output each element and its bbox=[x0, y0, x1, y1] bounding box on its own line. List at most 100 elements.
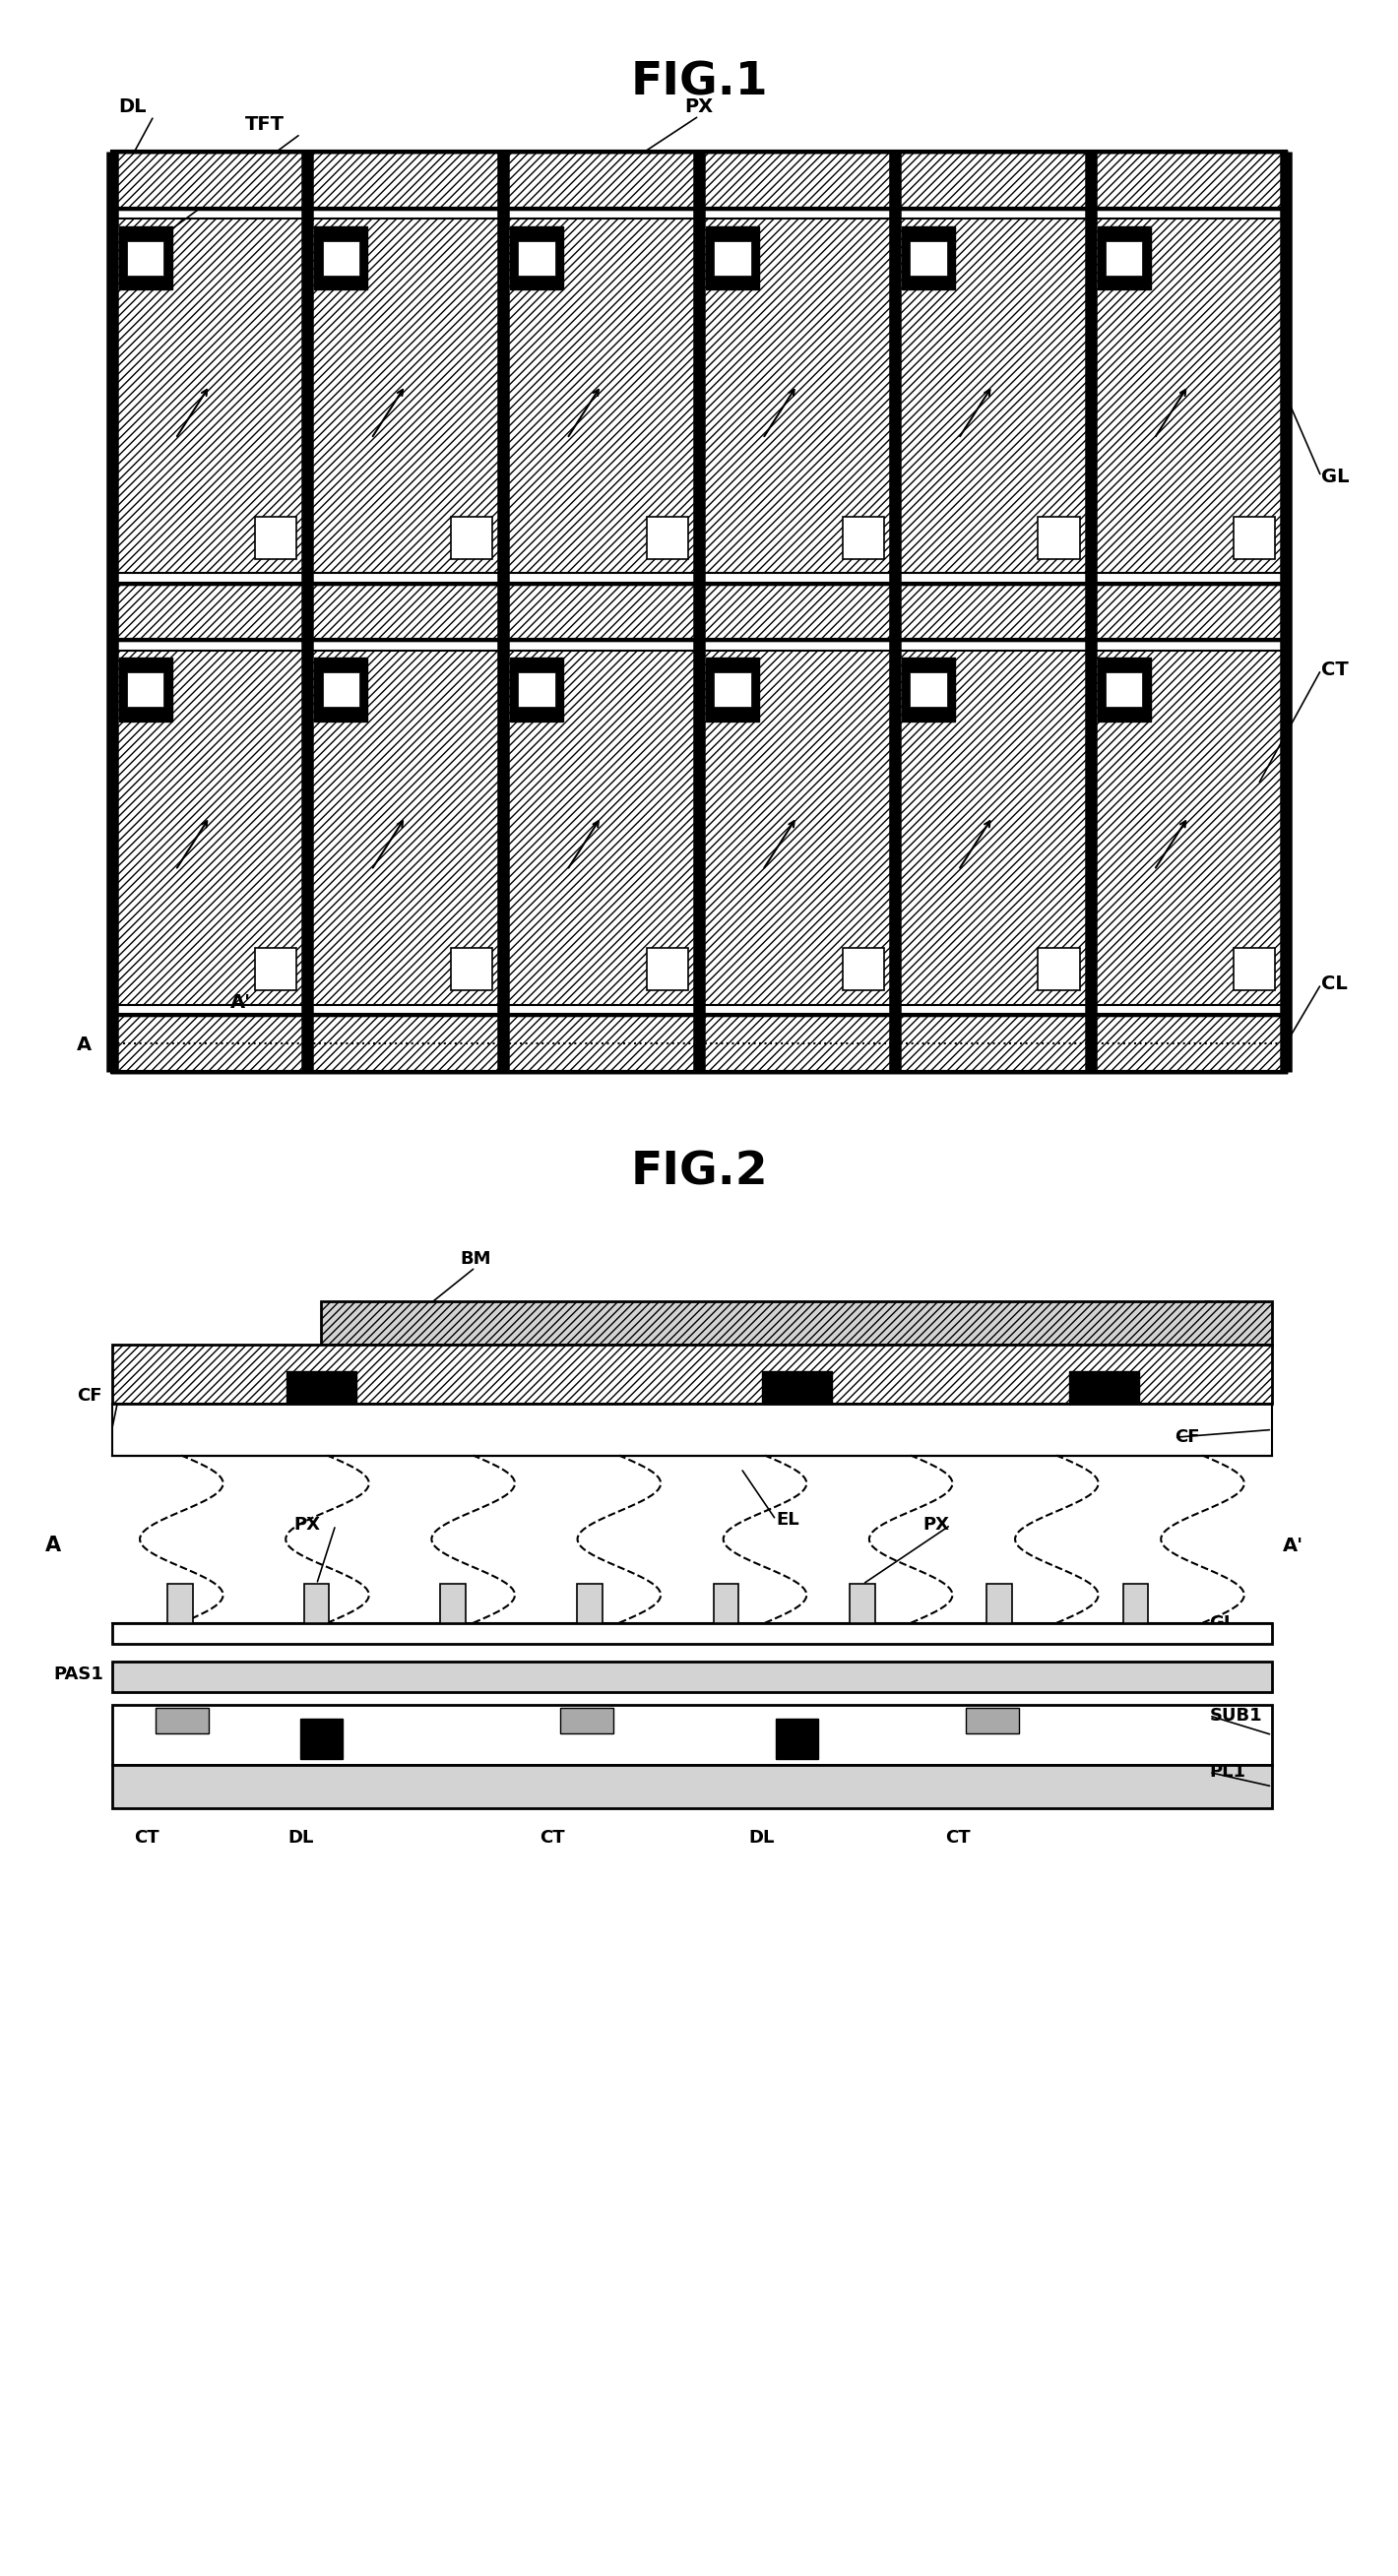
Bar bbox=[714, 672, 751, 706]
Bar bbox=[702, 652, 892, 1005]
Bar bbox=[510, 227, 563, 289]
Bar bbox=[561, 1708, 614, 1734]
Bar bbox=[127, 672, 164, 706]
Bar bbox=[1069, 1370, 1139, 1404]
Text: PX: PX bbox=[923, 1517, 949, 1533]
Bar bbox=[112, 1623, 1272, 1643]
Text: CT: CT bbox=[945, 1829, 970, 1847]
Text: FIG.1: FIG.1 bbox=[630, 59, 768, 106]
Bar bbox=[301, 1718, 343, 1759]
Bar bbox=[506, 652, 696, 1005]
Bar bbox=[902, 227, 955, 289]
Bar bbox=[256, 518, 296, 559]
Bar bbox=[287, 1370, 356, 1404]
Bar bbox=[843, 518, 884, 559]
Text: A: A bbox=[45, 1535, 62, 1556]
Bar bbox=[898, 652, 1088, 1005]
Bar bbox=[323, 672, 359, 706]
Bar bbox=[714, 240, 751, 276]
Bar bbox=[519, 240, 555, 276]
Bar bbox=[506, 219, 696, 574]
Text: A': A' bbox=[1283, 1535, 1303, 1556]
Text: EL: EL bbox=[776, 1512, 800, 1528]
Bar bbox=[1123, 1584, 1148, 1623]
Bar bbox=[850, 1584, 875, 1623]
Bar bbox=[112, 1705, 1272, 1765]
Bar bbox=[440, 1584, 466, 1623]
Bar bbox=[112, 152, 1286, 209]
Text: SUB2: SUB2 bbox=[1209, 1347, 1262, 1363]
Bar bbox=[506, 219, 696, 574]
Bar bbox=[843, 948, 884, 992]
Text: PL1: PL1 bbox=[1209, 1765, 1246, 1780]
Text: PX: PX bbox=[685, 98, 713, 116]
Bar bbox=[647, 948, 688, 992]
Text: CT: CT bbox=[1321, 659, 1349, 680]
Text: GI: GI bbox=[1209, 1615, 1230, 1631]
Text: BM: BM bbox=[460, 1249, 491, 1267]
Bar bbox=[702, 219, 892, 574]
Bar bbox=[323, 240, 359, 276]
Bar bbox=[115, 652, 305, 1005]
Bar bbox=[1106, 240, 1142, 276]
Text: DL: DL bbox=[749, 1829, 774, 1847]
Bar bbox=[112, 1345, 1272, 1404]
Bar bbox=[112, 1015, 1286, 1072]
Text: PAS1: PAS1 bbox=[53, 1667, 103, 1682]
Bar bbox=[310, 219, 500, 574]
Bar bbox=[966, 1708, 1019, 1734]
Bar bbox=[702, 219, 892, 574]
Bar bbox=[987, 1584, 1012, 1623]
Bar bbox=[315, 657, 368, 721]
Text: SUB1: SUB1 bbox=[1209, 1708, 1262, 1723]
Bar bbox=[1234, 518, 1275, 559]
Bar bbox=[112, 585, 1286, 641]
Text: CL: CL bbox=[1321, 974, 1348, 994]
Bar bbox=[1093, 219, 1283, 574]
Bar bbox=[902, 657, 955, 721]
Bar bbox=[1093, 652, 1283, 1005]
Bar bbox=[112, 1404, 1272, 1455]
Text: TFT: TFT bbox=[245, 116, 284, 134]
Bar bbox=[706, 657, 759, 721]
Text: A': A' bbox=[231, 994, 252, 1012]
Bar bbox=[510, 657, 563, 721]
Bar bbox=[577, 1584, 603, 1623]
Bar bbox=[519, 672, 555, 706]
Bar bbox=[315, 227, 368, 289]
Bar bbox=[776, 1718, 818, 1759]
Bar bbox=[112, 1345, 1272, 1404]
Bar bbox=[647, 518, 688, 559]
Text: GL: GL bbox=[1321, 466, 1349, 487]
Text: CF: CF bbox=[77, 1388, 102, 1404]
Bar bbox=[898, 652, 1088, 1005]
Bar bbox=[256, 948, 296, 992]
Bar bbox=[112, 585, 1286, 641]
Text: DL: DL bbox=[288, 1829, 313, 1847]
Bar bbox=[452, 948, 492, 992]
Bar bbox=[1093, 652, 1283, 1005]
Text: DL: DL bbox=[119, 98, 147, 116]
Bar bbox=[1097, 227, 1151, 289]
Bar bbox=[1097, 657, 1151, 721]
Bar bbox=[119, 227, 172, 289]
Text: CT: CT bbox=[134, 1829, 159, 1847]
Bar bbox=[115, 652, 305, 1005]
Bar bbox=[112, 1765, 1272, 1808]
Bar bbox=[762, 1370, 832, 1404]
Bar bbox=[310, 219, 500, 574]
Bar bbox=[127, 240, 164, 276]
Bar bbox=[1039, 518, 1079, 559]
Bar bbox=[115, 219, 305, 574]
Bar bbox=[706, 227, 759, 289]
Bar bbox=[910, 672, 946, 706]
Bar bbox=[112, 152, 1286, 1072]
Bar bbox=[310, 652, 500, 1005]
Bar bbox=[1093, 219, 1283, 574]
Bar bbox=[119, 657, 172, 721]
Bar bbox=[112, 1015, 1286, 1072]
Bar bbox=[910, 240, 946, 276]
Bar bbox=[713, 1584, 738, 1623]
Bar bbox=[1039, 948, 1079, 992]
Bar bbox=[506, 652, 696, 1005]
